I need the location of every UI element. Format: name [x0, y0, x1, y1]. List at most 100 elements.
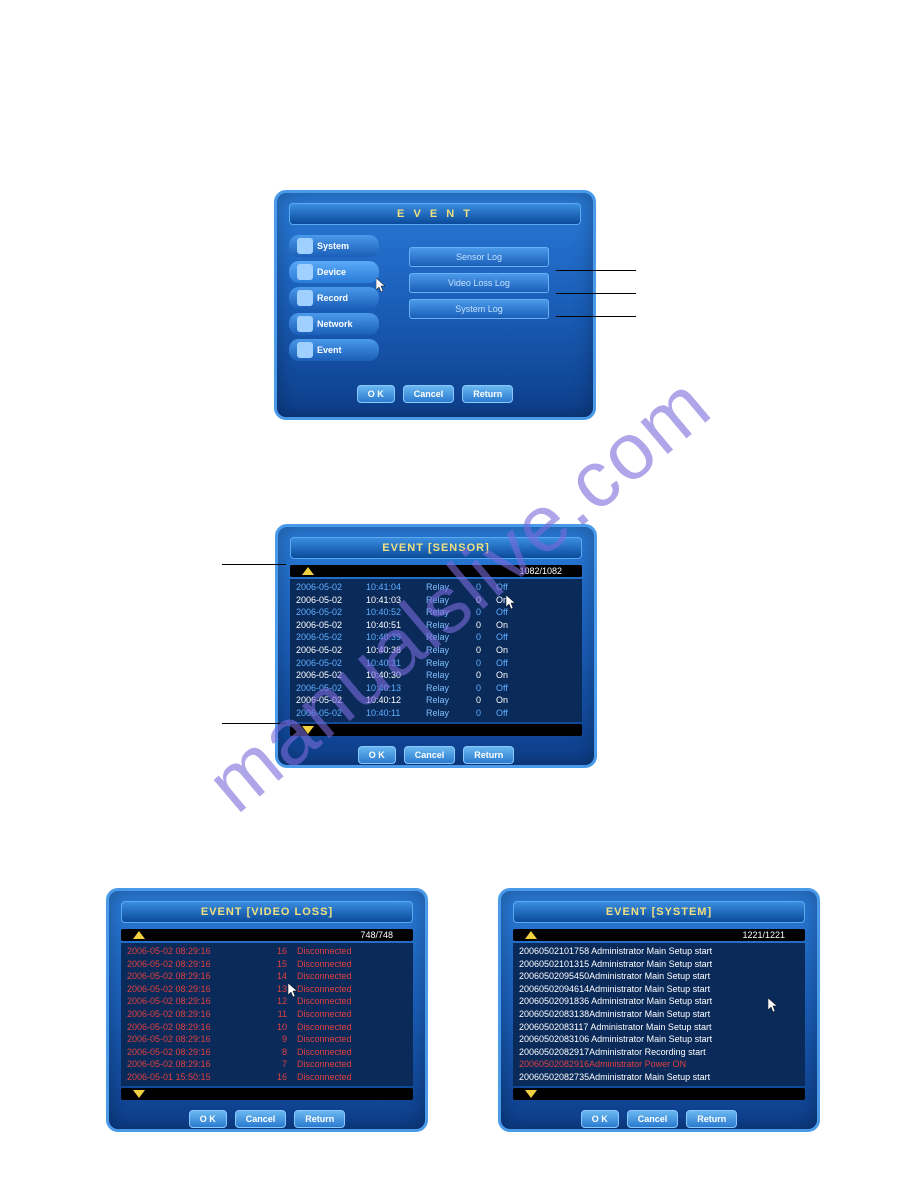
log-row[interactable]: 20060502094614Administrator Main Setup s…	[519, 983, 799, 996]
page-counter: 748/748	[360, 930, 393, 940]
device-icon	[297, 264, 313, 280]
button-row: O K Cancel Return	[501, 1102, 817, 1136]
panel-title: EVENT [SENSOR]	[290, 537, 582, 559]
log-row[interactable]: 2006-05-02 08:29:1613Disconnected	[127, 983, 407, 996]
log-row[interactable]: 2006-05-02 08:29:1615Disconnected	[127, 958, 407, 971]
return-button[interactable]: Return	[462, 385, 513, 403]
log-row[interactable]: 20060502101758 Administrator Main Setup …	[519, 945, 799, 958]
log-row[interactable]: 2006-05-0210:41:04Relay0Off	[296, 581, 576, 594]
video-loss-panel: EVENT [VIDEO LOSS] 748/748 2006-05-02 08…	[106, 888, 428, 1132]
cursor-icon	[376, 278, 388, 294]
log-row[interactable]: 2006-05-0210:40:12Relay0On	[296, 694, 576, 707]
menu-device[interactable]: Device	[289, 261, 379, 283]
log-row[interactable]: 2006-05-02 08:29:1616Disconnected	[127, 945, 407, 958]
log-row[interactable]: 2006-05-0210:41:03Relay0On	[296, 594, 576, 607]
log-row[interactable]: 20060502082916Administrator Power ON	[519, 1058, 799, 1071]
cursor-icon	[768, 998, 780, 1014]
log-row[interactable]: 2006-05-0210:40:30Relay0On	[296, 669, 576, 682]
panel-title: EVENT [SYSTEM]	[513, 901, 805, 923]
log-row[interactable]: 20060502083138Administrator Main Setup s…	[519, 1008, 799, 1021]
log-row[interactable]: 20060502083117 Administrator Main Setup …	[519, 1021, 799, 1034]
panel-title: EVENT [VIDEO LOSS]	[121, 901, 413, 923]
arrow-up-icon	[133, 931, 145, 939]
annotation-line	[556, 316, 636, 317]
log-row[interactable]: 2006-05-0210:40:13Relay0Off	[296, 682, 576, 695]
return-button[interactable]: Return	[294, 1110, 345, 1128]
ok-button[interactable]: O K	[581, 1110, 619, 1128]
menu-label: Device	[317, 267, 346, 277]
cancel-button[interactable]: Cancel	[627, 1110, 679, 1128]
menu-label: Event	[317, 345, 342, 355]
log-row[interactable]: 20060502091836 Administrator Main Setup …	[519, 995, 799, 1008]
scroll-down-bar[interactable]	[121, 1088, 413, 1100]
log-row[interactable]: 20060502095450Administrator Main Setup s…	[519, 970, 799, 983]
cancel-button[interactable]: Cancel	[404, 746, 456, 764]
panel-title: E V E N T	[289, 203, 581, 225]
button-row: O K Cancel Return	[278, 738, 594, 772]
arrow-down-icon	[525, 1090, 537, 1098]
event-panel: E V E N T System Device Record Network E…	[274, 190, 596, 420]
cancel-button[interactable]: Cancel	[235, 1110, 287, 1128]
menu-record[interactable]: Record	[289, 287, 379, 309]
menu-network[interactable]: Network	[289, 313, 379, 335]
log-row[interactable]: 2006-05-0210:40:39Relay0Off	[296, 631, 576, 644]
scroll-up-bar[interactable]: 748/748	[121, 929, 413, 941]
log-row[interactable]: 2006-05-02 08:29:168Disconnected	[127, 1046, 407, 1059]
log-row[interactable]: 2006-05-0210:40:52Relay0Off	[296, 606, 576, 619]
sensor-log-panel: EVENT [SENSOR] 1082/1082 2006-05-0210:41…	[275, 524, 597, 768]
sensor-log-list: 2006-05-0210:41:04Relay0Off2006-05-0210:…	[290, 579, 582, 722]
menu-system[interactable]: System	[289, 235, 379, 257]
ok-button[interactable]: O K	[189, 1110, 227, 1128]
return-button[interactable]: Return	[686, 1110, 737, 1128]
arrow-down-icon	[302, 726, 314, 734]
log-row[interactable]: 2006-05-01 15:50:1516Disconnected	[127, 1071, 407, 1084]
scroll-down-bar[interactable]	[290, 724, 582, 736]
cursor-icon	[288, 983, 300, 999]
scroll-up-bar[interactable]: 1221/1221	[513, 929, 805, 941]
log-row[interactable]: 2006-05-02 08:29:169Disconnected	[127, 1033, 407, 1046]
scroll-up-bar[interactable]: 1082/1082	[290, 565, 582, 577]
log-row[interactable]: 20060502101315 Administrator Main Setup …	[519, 958, 799, 971]
system-icon	[297, 238, 313, 254]
log-row[interactable]: 2006-05-02 08:29:167Disconnected	[127, 1058, 407, 1071]
video-loss-list: 2006-05-02 08:29:1616Disconnected2006-05…	[121, 943, 413, 1086]
scroll-down-bar[interactable]	[513, 1088, 805, 1100]
cancel-button[interactable]: Cancel	[403, 385, 455, 403]
annotation-line	[222, 723, 286, 724]
arrow-down-icon	[133, 1090, 145, 1098]
annotation-line	[556, 270, 636, 271]
log-row[interactable]: 2006-05-0210:40:11Relay0Off	[296, 707, 576, 720]
system-log-list: 20060502101758 Administrator Main Setup …	[513, 943, 805, 1086]
sensor-log-button[interactable]: Sensor Log	[409, 247, 549, 267]
log-row[interactable]: 2006-05-02 08:29:1611Disconnected	[127, 1008, 407, 1021]
annotation-line	[556, 293, 636, 294]
ok-button[interactable]: O K	[357, 385, 395, 403]
record-icon	[297, 290, 313, 306]
arrow-up-icon	[302, 567, 314, 575]
video-loss-log-button[interactable]: Video Loss Log	[409, 273, 549, 293]
menu-event[interactable]: Event	[289, 339, 379, 361]
log-row[interactable]: 2006-05-0210:40:38Relay0On	[296, 644, 576, 657]
log-row[interactable]: 2006-05-02 08:29:1614Disconnected	[127, 970, 407, 983]
log-row[interactable]: 20060502082735Administrator Main Setup s…	[519, 1071, 799, 1084]
ok-button[interactable]: O K	[358, 746, 396, 764]
cursor-icon	[506, 595, 518, 611]
page-counter: 1221/1221	[742, 930, 785, 940]
menu-label: Network	[317, 319, 353, 329]
log-row[interactable]: 2006-05-0210:40:31Relay0Off	[296, 657, 576, 670]
log-row[interactable]: 2006-05-0210:40:51Relay0On	[296, 619, 576, 632]
arrow-up-icon	[525, 931, 537, 939]
log-row[interactable]: 20060502082917Administrator Recording st…	[519, 1046, 799, 1059]
page-counter: 1082/1082	[519, 566, 562, 576]
button-row: O K Cancel Return	[109, 1102, 425, 1136]
log-row[interactable]: 2006-05-02 08:29:1610Disconnected	[127, 1021, 407, 1034]
button-row: O K Cancel Return	[277, 377, 593, 411]
annotation-line	[222, 564, 286, 565]
network-icon	[297, 316, 313, 332]
event-icon	[297, 342, 313, 358]
return-button[interactable]: Return	[463, 746, 514, 764]
log-row[interactable]: 20060502083106 Administrator Main Setup …	[519, 1033, 799, 1046]
log-row[interactable]: 2006-05-02 08:29:1612Disconnected	[127, 995, 407, 1008]
system-log-button[interactable]: System Log	[409, 299, 549, 319]
menu-label: Record	[317, 293, 348, 303]
